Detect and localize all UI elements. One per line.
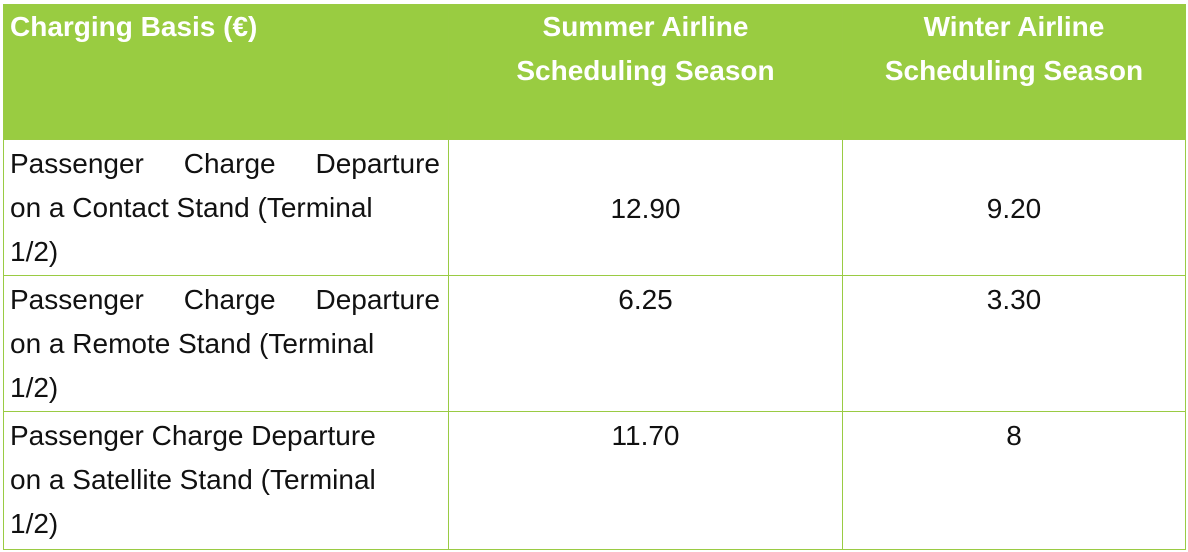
header-summer-line2: Scheduling Season: [516, 55, 775, 86]
row-label-satellite-stand: Passenger Charge Departure on a Satellit…: [3, 411, 449, 550]
row-label-line: Passenger Charge Departure: [10, 420, 376, 451]
summer-value-remote-stand: 6.25: [448, 275, 843, 412]
summer-value-contact-stand: 12.90: [448, 139, 843, 276]
table-row: Passenger Charge Departure on a Remote S…: [3, 275, 1186, 412]
header-summer-season: Summer Airline Scheduling Season: [448, 4, 843, 140]
summer-value-satellite-stand: 11.70: [448, 411, 843, 550]
row-label-line: on a Remote Stand (Terminal: [10, 328, 375, 359]
row-label-line: 1/2): [10, 236, 59, 267]
row-label-line: 1/2): [10, 372, 59, 403]
row-label-line: 1/2): [10, 508, 59, 539]
header-charging-basis: Charging Basis (€): [3, 4, 449, 140]
table-header: Charging Basis (€) Summer Airline Schedu…: [3, 4, 1186, 140]
winter-value-contact-stand: 9.20: [842, 139, 1186, 276]
header-winter-line1: Winter Airline: [923, 11, 1105, 42]
row-label-line: Passenger Charge Departure: [10, 284, 440, 315]
header-winter-season: Winter Airline Scheduling Season: [842, 4, 1186, 140]
winter-value-remote-stand: 3.30: [842, 275, 1186, 412]
charges-table: Charging Basis (€) Summer Airline Schedu…: [3, 4, 1186, 550]
row-label-line: Passenger Charge Departure: [10, 148, 440, 179]
table-row: Passenger Charge Departure on a Satellit…: [3, 411, 1186, 550]
row-label-line: on a Contact Stand (Terminal: [10, 192, 373, 223]
header-row: Charging Basis (€) Summer Airline Schedu…: [3, 4, 1186, 140]
row-label-contact-stand: Passenger Charge Departure on a Contact …: [3, 139, 449, 276]
header-summer-line1: Summer Airline: [542, 11, 749, 42]
table-row: Passenger Charge Departure on a Contact …: [3, 139, 1186, 276]
row-label-remote-stand: Passenger Charge Departure on a Remote S…: [3, 275, 449, 412]
header-charging-basis-text: Charging Basis (€): [10, 11, 258, 42]
header-winter-line2: Scheduling Season: [884, 55, 1144, 86]
winter-value-satellite-stand: 8: [842, 411, 1186, 550]
row-label-line: on a Satellite Stand (Terminal: [10, 464, 376, 495]
table-body: Passenger Charge Departure on a Contact …: [3, 139, 1186, 550]
